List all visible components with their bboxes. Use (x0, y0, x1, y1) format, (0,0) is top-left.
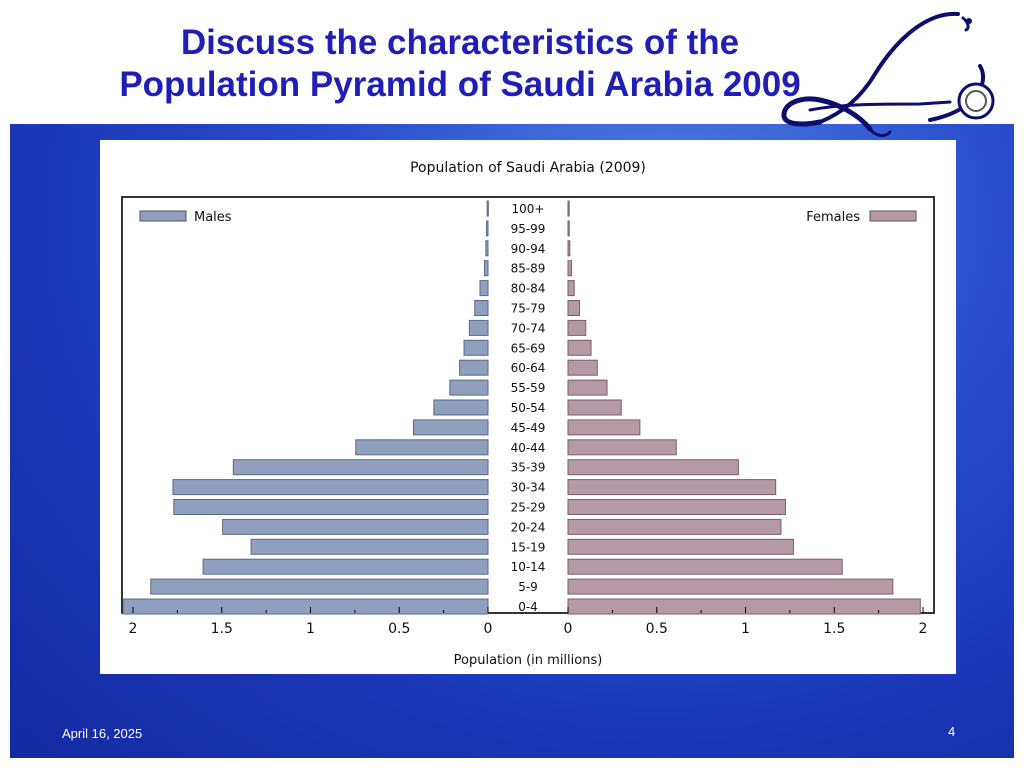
bar-males-25-29 (173, 499, 489, 515)
tick-label-females-0.5: 0.5 (646, 621, 668, 637)
slide-date: April 16, 2025 (62, 726, 143, 741)
bar-males-15-19 (250, 538, 489, 555)
chart-canvas: Population of Saudi Arabia (2009) 100+ 95… (121, 160, 935, 668)
age-label-10-14: 10-14 (511, 560, 546, 574)
plot-frame (121, 196, 935, 614)
bar-females-15-19 (567, 538, 794, 555)
tick-label-males-1: 1 (306, 621, 315, 637)
bar-females-100+ (567, 200, 570, 217)
legend-label-males: Males (194, 210, 232, 225)
bar-males-35-39 (232, 459, 489, 476)
tick-label-males-0.5: 0.5 (388, 621, 410, 637)
tick-label-females-2: 2 (919, 621, 928, 637)
bar-females-0-4 (567, 598, 921, 615)
age-label-75-79: 75-79 (511, 302, 546, 316)
tick-label-males-0: 0 (484, 621, 493, 637)
bar-males-20-24 (222, 518, 489, 535)
age-labels-group: 100+ 95-99 90-94 85-89 80-84 75-79 70-74 65-69 6… (511, 202, 546, 614)
age-label-100+: 100+ (512, 202, 545, 216)
bar-females-60-64 (567, 359, 598, 376)
legend-swatch-females (869, 210, 917, 222)
tick-label-males-1.5: 1.5 (211, 621, 233, 637)
tick-label-females-1: 1 (741, 621, 750, 637)
age-label-65-69: 65-69 (511, 341, 546, 355)
age-label-0-4: 0-4 (518, 600, 538, 614)
bar-males-40-44 (355, 439, 489, 456)
bar-males-5-9 (150, 578, 489, 595)
bar-females-30-34 (567, 479, 777, 496)
chart-title: Population of Saudi Arabia (2009) (410, 160, 646, 176)
slide-title: Discuss the characteristics of the Popul… (60, 22, 860, 106)
age-label-60-64: 60-64 (511, 361, 546, 375)
age-label-70-74: 70-74 (511, 321, 546, 335)
age-label-35-39: 35-39 (511, 461, 546, 475)
bar-females-5-9 (567, 578, 894, 595)
population-pyramid-chart: Population of Saudi Arabia (2009) 100+ 95… (100, 140, 956, 674)
bar-females-40-44 (567, 439, 677, 456)
slide-page-number: 4 (948, 724, 956, 739)
bar-males-10-14 (202, 558, 489, 575)
bar-females-65-69 (567, 339, 592, 356)
legend-swatch-males (139, 210, 187, 222)
bar-males-75-79 (474, 300, 489, 316)
bar-males-55-59 (449, 379, 489, 396)
axes-group: 0 0 0.5 0.5 1 1 1.5 1.5 2 2 (129, 607, 928, 637)
bar-females-10-14 (567, 558, 843, 575)
tick-label-females-0: 0 (564, 621, 573, 637)
bar-males-80-84 (479, 280, 489, 297)
age-label-15-19: 15-19 (511, 540, 546, 554)
bars-group (122, 200, 921, 615)
bar-males-0-4 (122, 598, 489, 615)
bar-females-35-39 (567, 459, 739, 476)
age-label-20-24: 20-24 (511, 520, 546, 534)
age-label-40-44: 40-44 (511, 441, 546, 455)
bar-females-20-24 (567, 518, 782, 535)
bar-females-85-89 (567, 260, 573, 277)
bar-males-65-69 (463, 339, 489, 356)
bar-males-85-89 (483, 260, 489, 277)
bar-males-45-49 (412, 419, 489, 436)
age-label-25-29: 25-29 (511, 501, 546, 515)
bar-females-80-84 (567, 280, 575, 297)
bar-males-70-74 (468, 319, 489, 336)
x-axis-label: Population (in millions) (454, 653, 603, 668)
age-label-30-34: 30-34 (511, 481, 546, 495)
bar-females-45-49 (567, 419, 641, 436)
legend: Males Females (139, 210, 917, 225)
bar-males-95-99 (486, 220, 489, 237)
bar-males-60-64 (459, 359, 489, 376)
bar-females-70-74 (567, 319, 587, 336)
age-label-55-59: 55-59 (511, 381, 546, 395)
age-label-50-54: 50-54 (511, 401, 546, 415)
stethoscope-icon (781, 11, 995, 138)
age-label-95-99: 95-99 (511, 222, 546, 236)
tick-label-females-1.5: 1.5 (823, 621, 845, 637)
age-label-90-94: 90-94 (511, 242, 546, 256)
bar-females-25-29 (567, 499, 786, 515)
bar-males-100+ (486, 200, 489, 217)
age-label-5-9: 5-9 (518, 580, 538, 594)
age-label-45-49: 45-49 (511, 421, 546, 435)
bar-females-55-59 (567, 379, 608, 396)
bar-females-50-54 (567, 399, 622, 416)
bar-females-75-79 (567, 300, 581, 316)
bar-males-30-34 (172, 479, 489, 496)
age-label-80-84: 80-84 (511, 282, 546, 296)
slide-title-line-1: Discuss the characteristics of the (180, 23, 740, 62)
bar-females-90-94 (567, 240, 571, 257)
legend-label-females: Females (806, 210, 860, 225)
tick-label-males-2: 2 (129, 621, 138, 637)
slide-title-line-2: Population Pyramid of Saudi Arabia 2009 (119, 65, 801, 104)
bar-males-90-94 (485, 240, 489, 257)
age-label-85-89: 85-89 (511, 262, 546, 276)
bar-females-95-99 (567, 220, 570, 237)
bar-males-50-54 (433, 399, 489, 416)
